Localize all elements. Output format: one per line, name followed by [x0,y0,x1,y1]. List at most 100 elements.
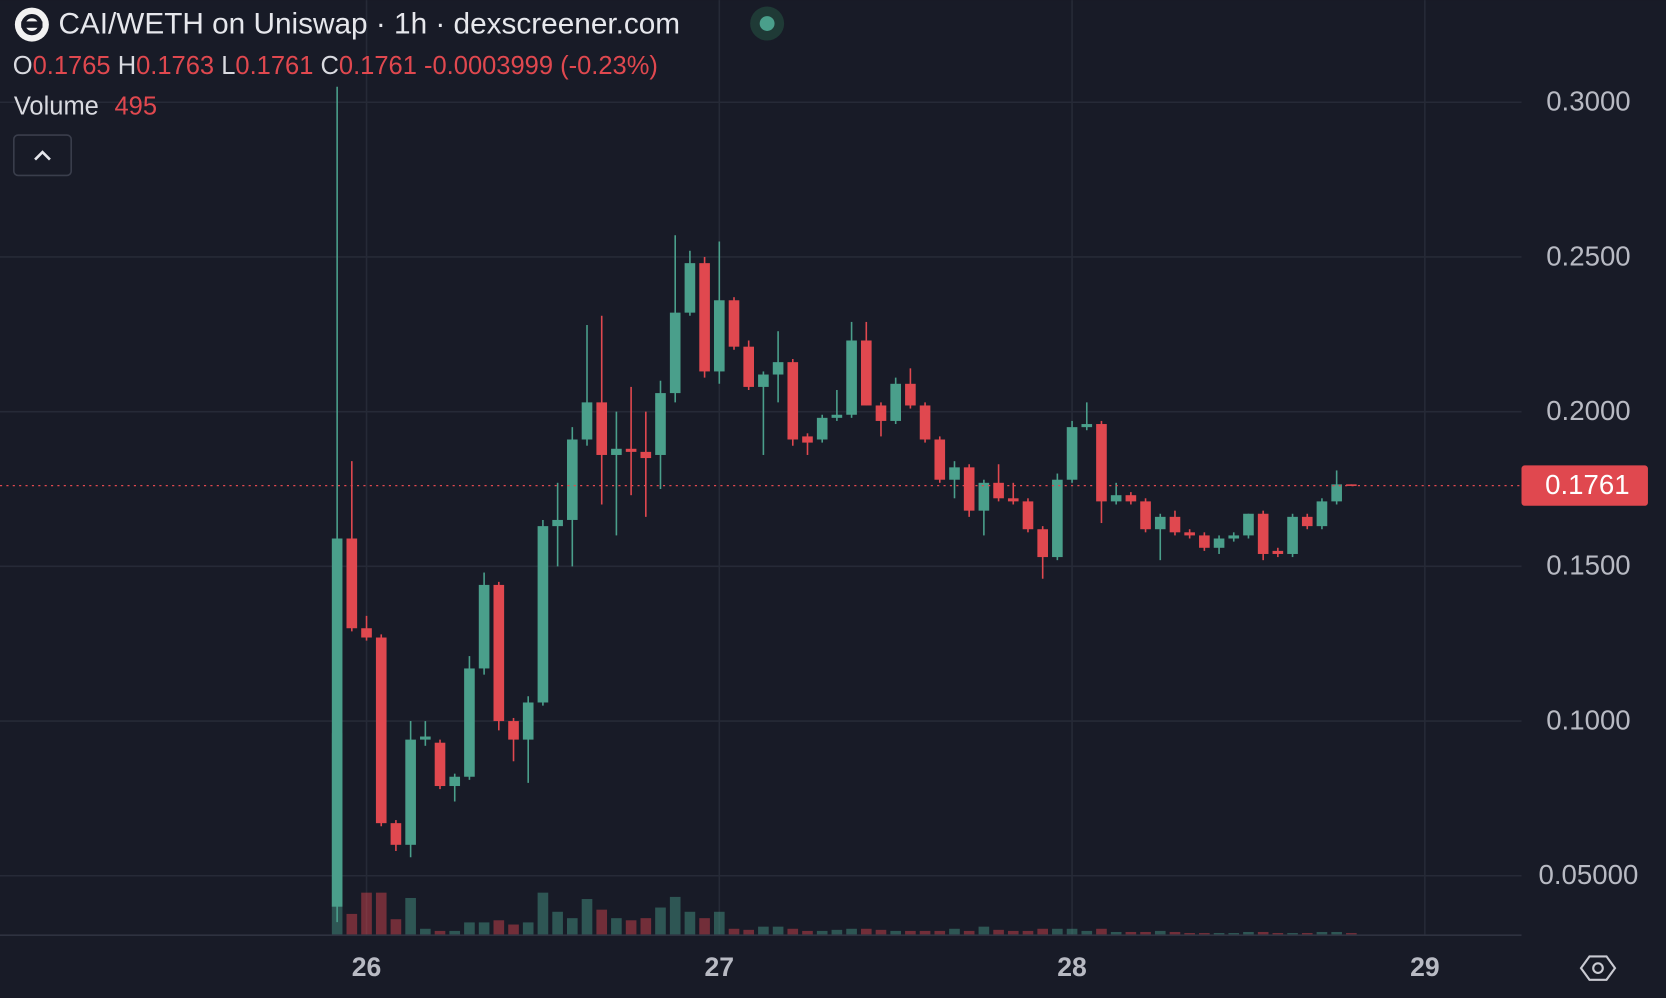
candle-body [1228,535,1240,539]
volume-bar [890,930,901,936]
volume-value: 495 [114,92,157,120]
volume-bar [713,911,725,936]
candle-body [1110,495,1122,502]
collapse-button[interactable] [13,134,72,177]
volume-bar [1052,928,1063,936]
candle-body [1316,501,1328,527]
volume-bar [1243,931,1254,936]
candle-body [1081,424,1093,428]
y-tick-label: 0.1500 [1546,550,1630,581]
candle-body [537,526,549,703]
candle-body [919,405,931,440]
candle-body [405,739,416,845]
volume-bar [566,918,578,936]
candle-body [713,300,725,372]
volume-bar [1184,933,1195,936]
volume-bar [493,920,505,936]
volume-bar [655,907,666,936]
y-tick-label: 0.05000 [1539,859,1639,890]
candle-body [934,439,946,480]
candle-body [1022,501,1034,530]
volume-bar [611,918,622,936]
chart-title: CAI/WETH on Uniswap · 1h · dexscreener.c… [58,8,680,41]
candle-body [1257,513,1269,554]
volume-bar [875,929,887,936]
candle-body [493,584,505,722]
volume-bar [1096,928,1107,936]
volume-bar [640,918,652,936]
volume-bar [846,928,857,936]
collapse-icon[interactable] [34,150,51,161]
live-dot [759,16,775,31]
volume-bar [787,928,799,936]
candle-body [1287,516,1298,554]
candle-body [552,519,563,527]
candle-body [1169,516,1181,533]
candle-body [1007,498,1019,502]
candle-body [655,393,666,455]
volume-bar [1331,931,1342,936]
x-tick-label: 29 [1410,952,1440,982]
candle-body [875,405,887,421]
candle-body [684,263,696,313]
volume-bar [537,892,549,936]
volume-bar [728,928,740,936]
candle-body [434,742,446,787]
candle-body [464,668,475,777]
y-tick-label: 0.2500 [1546,240,1630,271]
y-tick-label: 0.1000 [1546,704,1630,735]
settings-icon[interactable] [1579,955,1617,981]
volume-bar [449,930,461,936]
c-label: C [320,52,338,80]
volume-bar [860,928,872,936]
candle-body [508,721,519,740]
settings-button[interactable] [1579,955,1617,981]
candle-body [478,584,490,669]
volume-bar [963,930,975,936]
volume-bar [552,911,563,936]
candle-body [1213,538,1225,548]
y-tick-label: 0.2000 [1546,395,1630,426]
candle-body [860,340,872,406]
candle-body [787,362,799,440]
candle-body [1199,535,1210,548]
x-tick-label: 28 [1057,952,1087,982]
volume-bar [1287,933,1298,936]
candle-body [743,346,754,387]
candle-body [1243,513,1254,536]
candle-body [949,467,960,480]
volume-bar [434,930,446,936]
volume-bar [1007,930,1019,936]
volume-bar [978,926,990,936]
candle-body [581,402,593,440]
candle-body [699,263,710,372]
candle-body [1066,427,1078,480]
candle-body [596,402,608,455]
candle-body [1346,484,1357,486]
volume-bar [1110,931,1122,936]
candle-body [890,383,901,421]
h-value: 0.1763 [136,52,214,80]
volume-bar [375,892,387,936]
candle-body [831,414,843,418]
settings-icon-center[interactable] [1592,962,1604,974]
volume-bar [522,922,534,936]
volume-bar [816,930,828,936]
candle-body [1184,532,1195,536]
volume-bar [1316,931,1328,936]
volume-bar [1169,931,1181,936]
x-tick-label: 27 [705,952,735,982]
volume-bar [1154,930,1166,936]
candle-body [905,383,916,406]
o-label: O [13,52,33,80]
volume-legend: Volume 495 [14,92,157,120]
volume-bar [625,920,637,936]
volume-bar [478,922,490,936]
volume-bar [405,897,416,936]
candle-body [375,637,387,824]
collapse-button-box[interactable] [13,134,72,177]
volume-bar [743,929,754,936]
